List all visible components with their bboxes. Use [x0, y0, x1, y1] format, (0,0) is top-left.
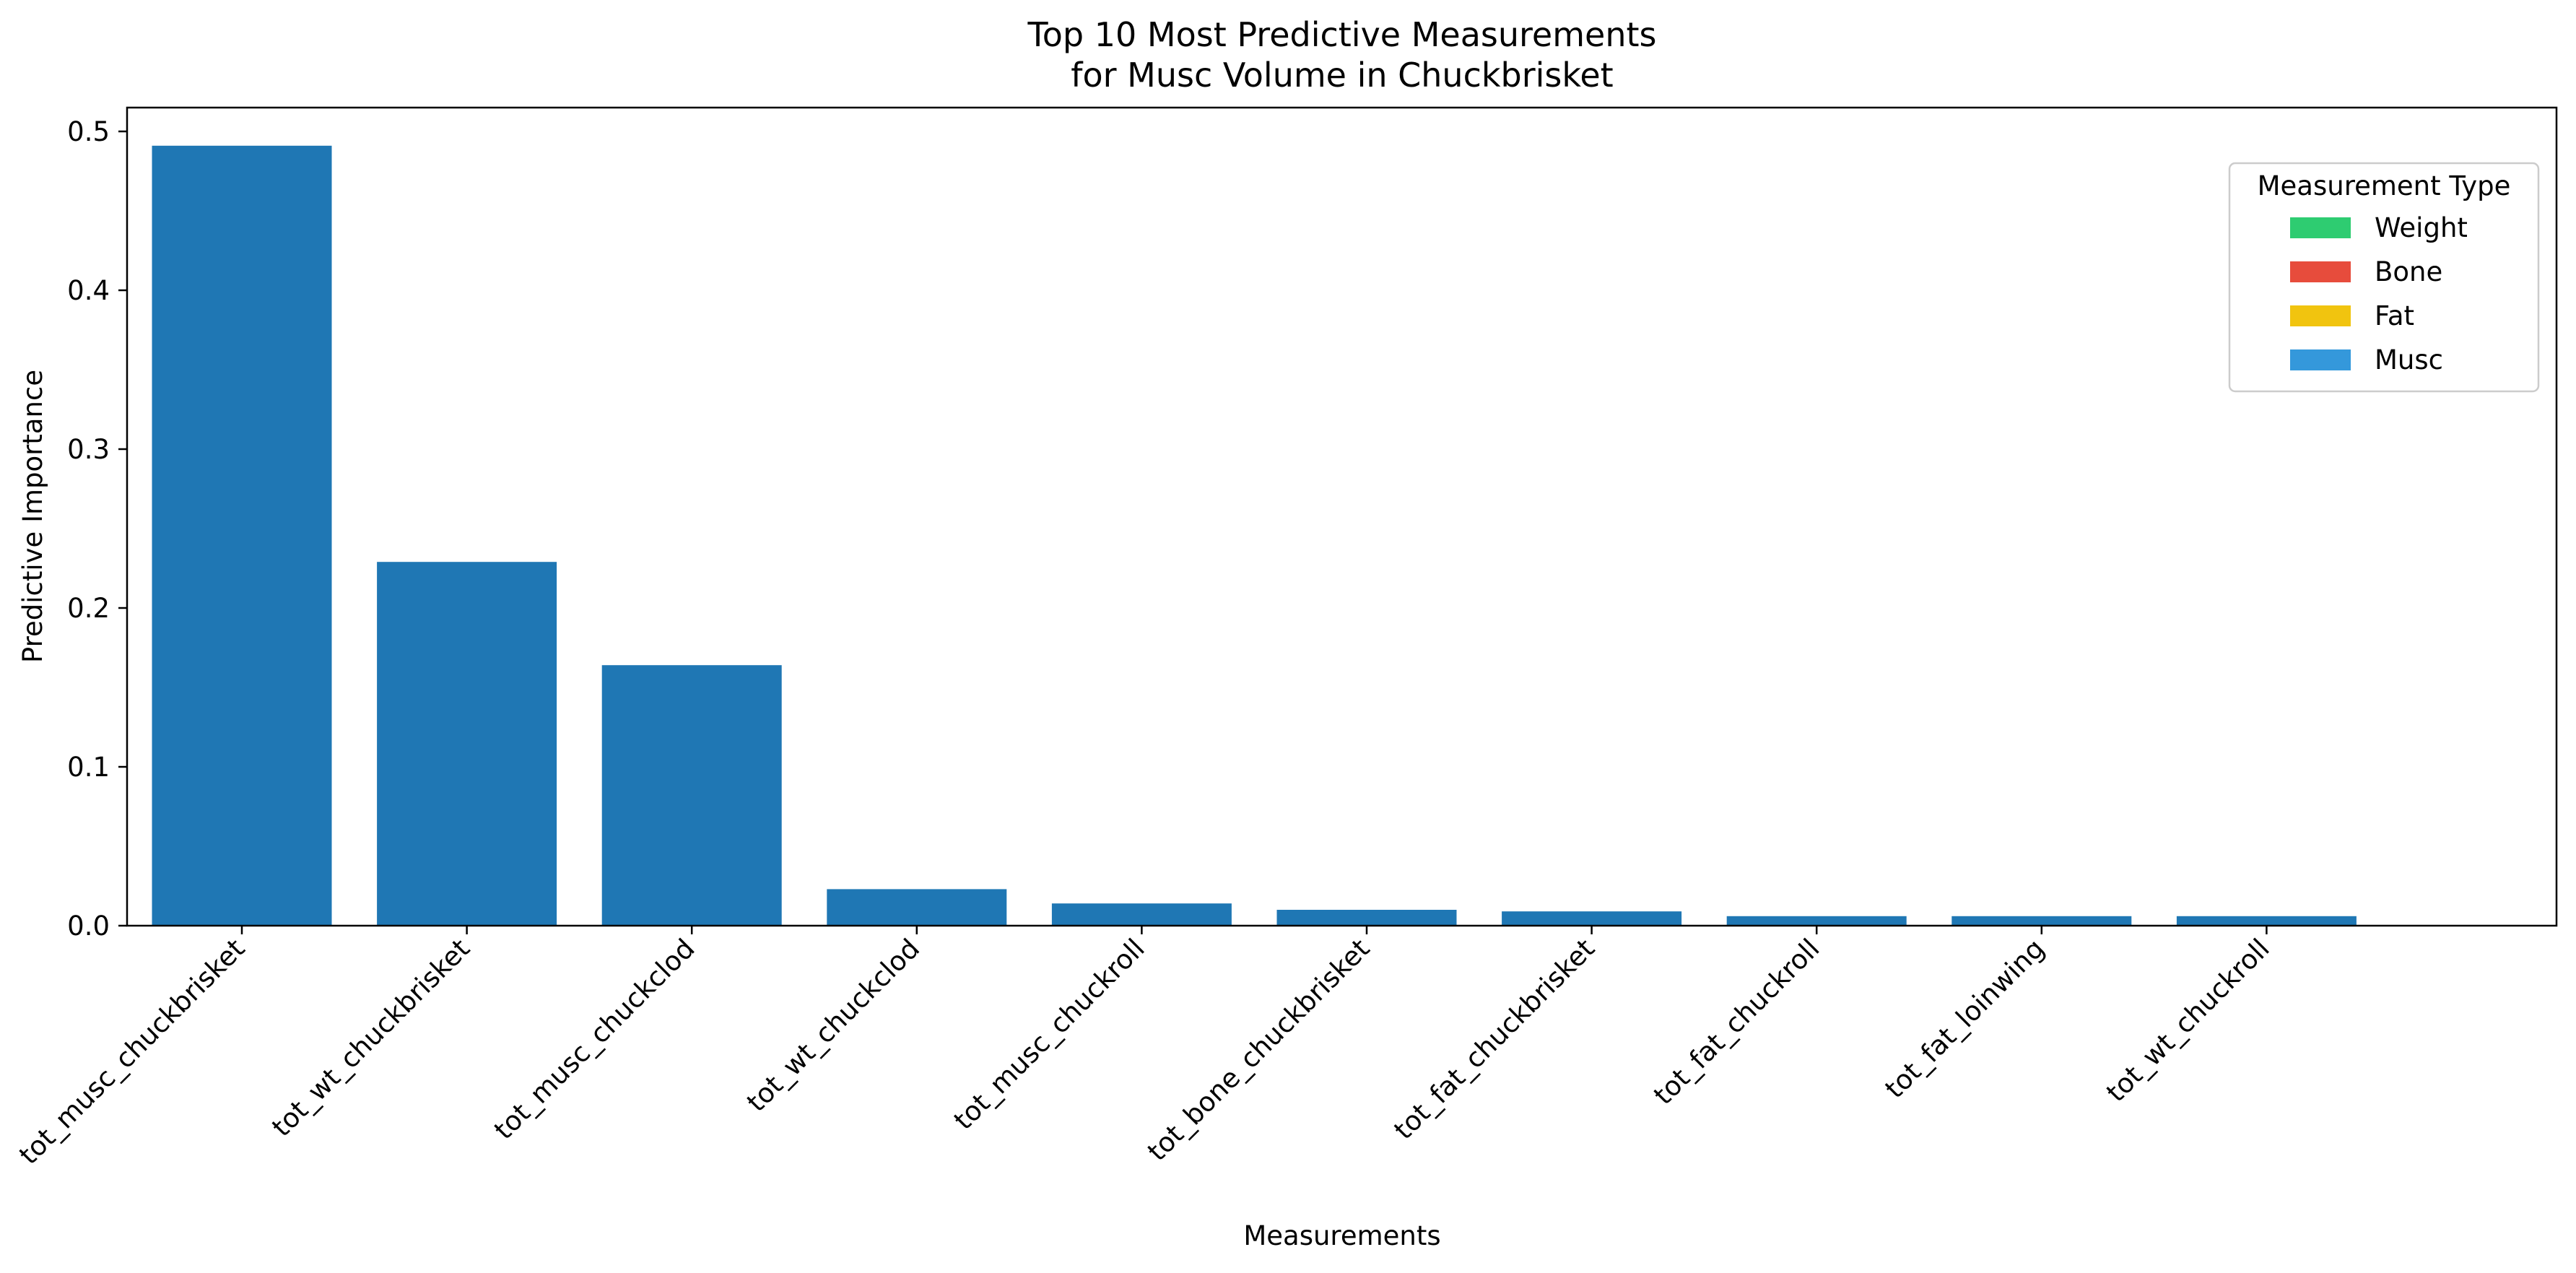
legend-label-weight: Weight [2375, 212, 2468, 243]
y-axis-ticks: 0.0 0.1 0.2 0.3 0.4 0.5 [67, 116, 127, 942]
x-tick-label: tot_wt_chuckbrisket [266, 933, 476, 1143]
legend-swatch-bone [2290, 261, 2351, 282]
x-axis-label: Measurements [1243, 1220, 1440, 1251]
x-tick-label: tot_fat_chuckbrisket [1388, 933, 1601, 1146]
chart-title-line-1: Top 10 Most Predictive Measurements [1027, 15, 1657, 54]
y-tick-label: 0.2 [67, 593, 110, 624]
y-tick-label: 0.0 [67, 911, 110, 942]
legend-swatch-weight [2290, 217, 2351, 238]
legend: Measurement Type Weight Bone Fat Musc [2228, 162, 2540, 393]
x-tick-label: tot_fat_chuckroll [1648, 933, 1825, 1111]
bar-tot_bone_chuckbrisket [1276, 910, 1457, 926]
bar-tot_wt_chuckbrisket [377, 562, 557, 926]
plot-frame [126, 106, 2558, 927]
bar-tot_musc_chuckroll [1051, 903, 1232, 926]
x-axis-ticks: tot_musc_chuckbrisket tot_wt_chuckbrisket… [13, 926, 2276, 1170]
legend-swatch-musc [2290, 349, 2351, 370]
bar-tot_musc_chuckbrisket [152, 145, 332, 926]
x-tick-label: tot_musc_chuckclod [488, 933, 701, 1146]
legend-label-fat: Fat [2375, 300, 2414, 331]
bar-tot_fat_loinwing [1951, 916, 2132, 926]
chart-title-line-2: for Musc Volume in Chuckbrisket [1071, 56, 1613, 95]
bar-tot_musc_chuckclod [601, 665, 782, 926]
legend-label-musc: Musc [2375, 344, 2443, 375]
bar-tot_wt_chuckroll [2176, 916, 2357, 926]
legend-label-bone: Bone [2375, 256, 2442, 287]
legend-swatch-fat [2290, 305, 2351, 326]
legend-title: Measurement Type [2258, 170, 2511, 201]
x-tick-label: tot_wt_chuckroll [2100, 933, 2276, 1108]
y-axis-label: Predictive Importance [17, 370, 48, 663]
x-tick-label: tot_fat_loinwing [1879, 933, 2051, 1105]
bar-tot_fat_chuckbrisket [1502, 911, 1682, 926]
y-tick-label: 0.5 [67, 116, 110, 147]
x-tick-label: tot_wt_chuckclod [741, 933, 926, 1118]
bar-tot_wt_chuckclod [827, 889, 1007, 926]
x-tick-label: tot_bone_chuckbrisket [1141, 933, 1375, 1167]
y-tick-label: 0.1 [67, 752, 110, 783]
bar-tot_fat_chuckroll [1726, 916, 1907, 926]
y-tick-label: 0.4 [67, 275, 110, 306]
y-tick-label: 0.3 [67, 434, 110, 465]
x-tick-label: tot_musc_chuckbrisket [13, 933, 251, 1170]
bars-group [152, 145, 2357, 926]
x-tick-label: tot_musc_chuckroll [948, 933, 1151, 1136]
